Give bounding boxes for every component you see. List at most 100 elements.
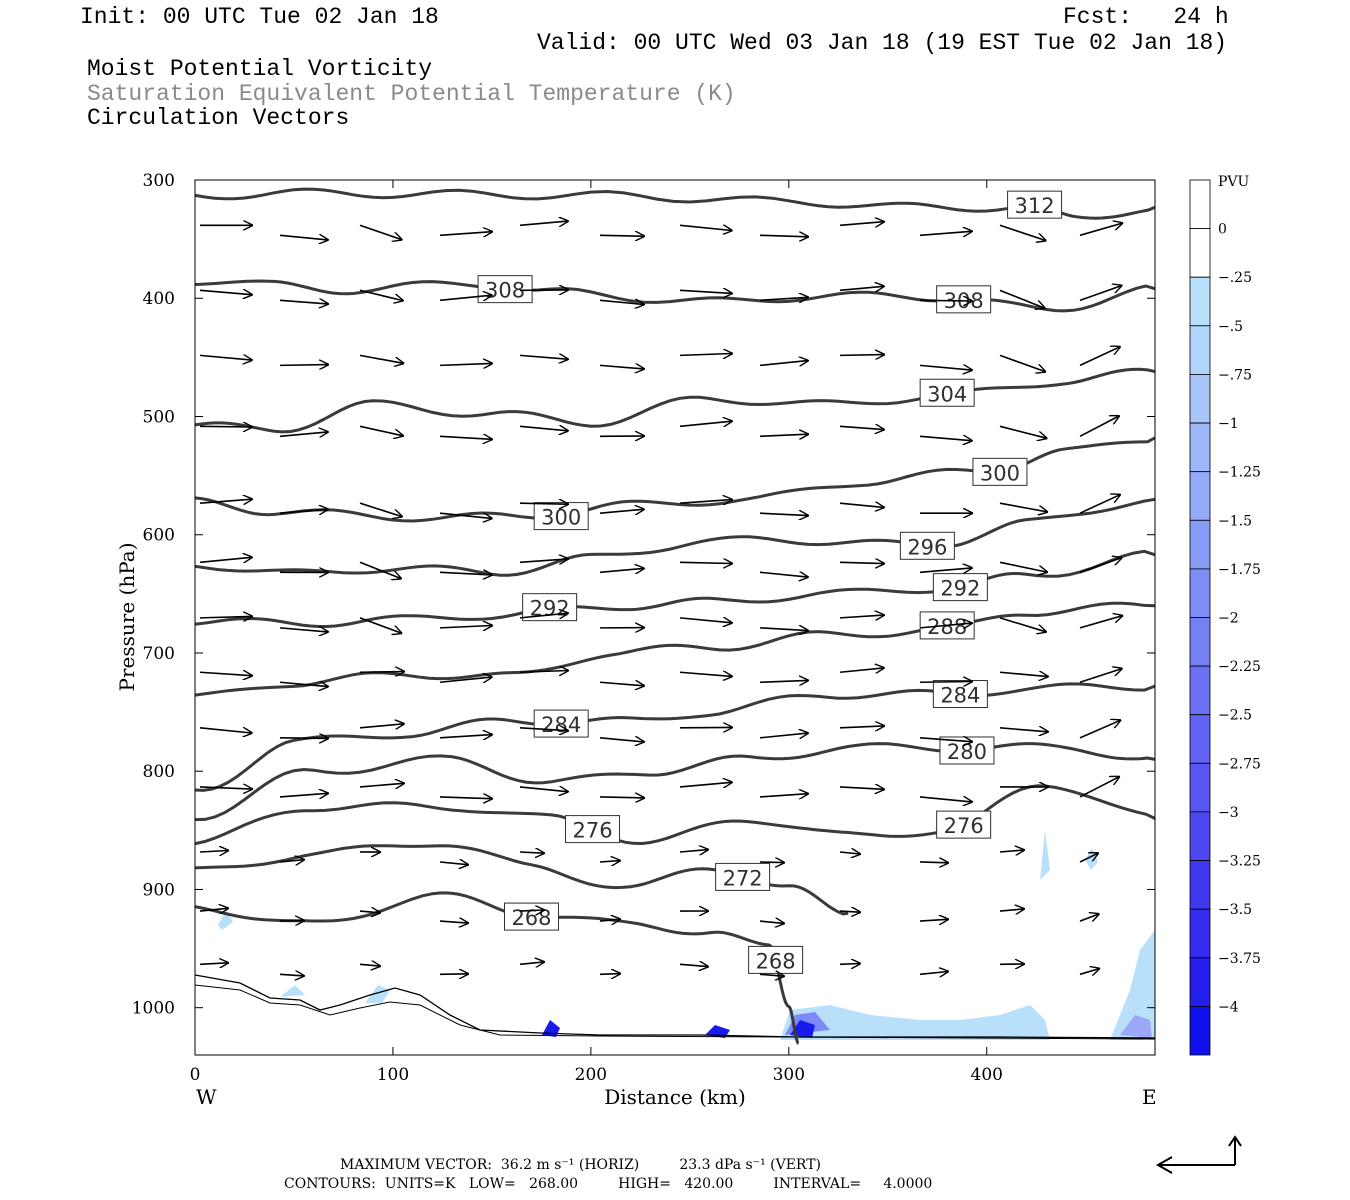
circulation-vector	[839, 222, 884, 226]
circulation-vector	[999, 672, 1048, 676]
colorbar-tick-label: 0	[1218, 222, 1227, 238]
circulation-vector	[679, 562, 732, 563]
circulation-vector	[839, 426, 884, 429]
circulation-vector	[919, 919, 948, 921]
circulation-vector	[279, 921, 304, 922]
circulation-vector	[759, 680, 808, 682]
y-tick-label: 1000	[132, 999, 175, 1019]
circulation-vector	[839, 286, 884, 290]
svg-text:276: 276	[572, 819, 612, 843]
x-axis-label: Distance (km)	[604, 1085, 746, 1109]
contour-line	[194, 742, 1156, 822]
circulation-vector	[759, 794, 808, 797]
circulation-vector	[839, 503, 884, 507]
circulation-vector	[679, 421, 732, 428]
circulation-vector	[599, 682, 644, 686]
y-tick-label: 800	[143, 762, 175, 782]
circulation-vector	[599, 365, 644, 369]
svg-text:284: 284	[940, 684, 980, 708]
y-tick-label: 900	[143, 880, 175, 900]
circulation-vector	[1079, 914, 1099, 921]
contour-line	[194, 891, 800, 1045]
x-tick-label: 400	[971, 1065, 1003, 1085]
circulation-vector	[839, 668, 884, 672]
colorbar-bin	[1189, 908, 1211, 959]
circulation-vector	[759, 434, 808, 436]
contour-line	[194, 279, 1156, 313]
circulation-vector	[839, 911, 860, 912]
colorbar-bin	[1189, 276, 1211, 327]
circulation-vector	[999, 728, 1048, 732]
circulation-vector	[359, 672, 404, 673]
svg-text:312: 312	[1015, 194, 1055, 218]
colorbar: 0 −.25 −.5 −.75 −1 −1.25 −1.5 −1.75 −2 −2.25 −2.5 −…	[1189, 179, 1261, 1056]
circulation-vector	[919, 682, 972, 683]
pv-shade-dark	[542, 1020, 560, 1037]
colorbar-bin	[1189, 519, 1211, 570]
circulation-vector	[999, 502, 1047, 512]
circulation-vector	[759, 235, 808, 237]
circulation-vector	[439, 677, 492, 684]
colorbar-bin	[1189, 179, 1211, 229]
circulation-vector	[519, 426, 568, 430]
circulation-vector	[1079, 286, 1122, 302]
circulation-vector	[1079, 720, 1120, 739]
circulation-vector	[439, 363, 492, 365]
colorbar-tick-label: −1.75	[1218, 562, 1261, 578]
circulation-vector	[439, 512, 492, 518]
contour-label: 300	[533, 502, 589, 531]
forecast-hour: Fcst: 24 h	[1063, 4, 1229, 30]
circulation-vector	[759, 572, 808, 577]
y-axis-label: Pressure (hPa)	[115, 543, 139, 692]
circulation-vector	[759, 513, 808, 515]
field-title-vectors: Circulation Vectors	[87, 105, 350, 131]
contour-label: 300	[972, 457, 1028, 486]
pv-shade-light	[1110, 930, 1155, 1040]
circulation-vector	[199, 727, 252, 733]
pv-shading	[218, 830, 1155, 1040]
circulation-vector	[359, 724, 404, 728]
circulation-vector	[1079, 347, 1120, 367]
circulation-vector	[999, 909, 1024, 911]
circulation-vector	[759, 974, 784, 976]
circulation-vector	[359, 289, 403, 300]
circulation-vector	[439, 921, 468, 923]
circulation-vector	[439, 797, 492, 799]
circulation-vector	[199, 851, 228, 852]
contour-line	[194, 497, 1156, 577]
svg-text:284: 284	[541, 713, 581, 737]
circulation-vector	[999, 425, 1047, 438]
circulation-vector	[519, 559, 568, 562]
circulation-vector	[599, 919, 620, 921]
circulation-vector	[759, 628, 808, 631]
reference-vector-icon	[1155, 1135, 1242, 1174]
circulation-vector	[199, 355, 252, 360]
x-axis: 0 100 200 300 400	[190, 180, 1003, 1085]
circulation-vector	[919, 436, 972, 440]
circulation-vector	[279, 509, 328, 513]
pv-shade-light	[1040, 830, 1050, 880]
contour-label: 268	[503, 902, 559, 931]
pv-shade-light	[218, 910, 233, 930]
colorbar-tick-label: −3.5	[1218, 902, 1252, 918]
circulation-vector	[599, 797, 644, 798]
colorbar-bin	[1189, 762, 1211, 813]
circulation-vector	[359, 617, 401, 633]
circulation-vector	[359, 354, 403, 363]
svg-text:300: 300	[980, 461, 1020, 485]
circulation-vector	[999, 354, 1045, 371]
y-tick-label: 600	[143, 526, 175, 546]
contour-label: 276	[936, 810, 992, 839]
colorbar-tick-label: −2.75	[1218, 756, 1261, 772]
circulation-vector	[279, 628, 328, 632]
circulation-vector	[279, 300, 328, 304]
circulation-vector	[839, 355, 884, 356]
circulation-vector	[519, 728, 568, 731]
colorbar-tick-label: −3	[1218, 805, 1239, 821]
colorbar-bin	[1189, 471, 1211, 521]
valid-time: Valid: 00 UTC Wed 03 Jan 18 (19 EST Tue …	[537, 30, 1228, 56]
circulation-vector	[679, 500, 732, 504]
circulation-vector	[1079, 495, 1120, 514]
circulation-vector	[519, 613, 568, 618]
